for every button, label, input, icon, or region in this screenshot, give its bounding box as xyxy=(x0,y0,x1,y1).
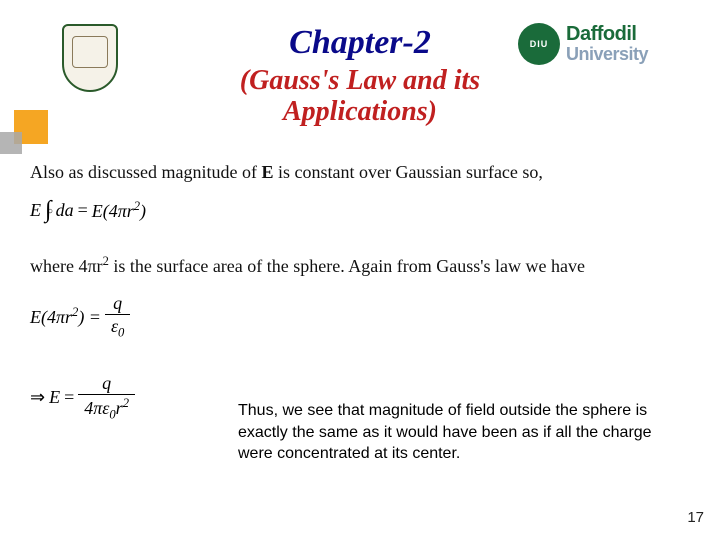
para1-E: E xyxy=(261,162,273,182)
slide: DIU Daffodil University Chapter-2 (Gauss… xyxy=(0,0,720,540)
closed-integral-icon: ∫ xyxy=(45,198,52,222)
eq2-fraction: q ε0 xyxy=(105,292,130,341)
eq2-den-eps: ε xyxy=(111,316,118,336)
paragraph-2: where 4πr2 is the surface area of the sp… xyxy=(30,254,585,277)
para1-prefix: Also as discussed magnitude of xyxy=(30,162,261,182)
eq3-den-rsup: 2 xyxy=(123,396,129,410)
eq1-E: E xyxy=(30,200,41,221)
para2-suffix: is the surface area of the sphere. Again… xyxy=(109,256,585,276)
paragraph-1: Also as discussed magnitude of E is cons… xyxy=(30,162,543,183)
para2-prefix: where 4πr xyxy=(30,256,103,276)
eq3-den-r: r xyxy=(116,398,123,418)
eq3-num: q xyxy=(96,372,117,394)
eq1-rhs: E(4πr xyxy=(92,201,134,221)
eq1-equals: = xyxy=(78,200,88,221)
eq1-da: da xyxy=(56,200,74,221)
implies-icon: ⇒ xyxy=(30,387,45,408)
eq1-rhs-close: ) xyxy=(140,201,146,221)
equation-1: E ∫ da = E(4πr2) xyxy=(30,198,146,222)
eq2-lhs: E(4πr xyxy=(30,307,72,327)
eq3-equals: = xyxy=(64,387,74,408)
equation-3: ⇒ E = q 4πε0r2 xyxy=(30,372,135,423)
eq2-num: q xyxy=(107,292,128,314)
eq3-den-4pe: 4πε xyxy=(84,398,109,418)
eq3-E: E xyxy=(49,387,60,408)
equation-2: E(4πr2) = q ε0 xyxy=(30,292,130,341)
page-number: 17 xyxy=(687,509,704,526)
eq2-lhs-close: ) = xyxy=(78,307,101,327)
chapter-title: Chapter-2 xyxy=(0,24,720,62)
subtitle-line2: Applications) xyxy=(283,96,437,127)
eq3-fraction: q 4πε0r2 xyxy=(78,372,135,423)
conclusion-text: Thus, we see that magnitude of field out… xyxy=(238,400,658,465)
para1-suffix: is constant over Gaussian surface so, xyxy=(273,162,542,182)
eq2-den-sub: 0 xyxy=(118,326,124,340)
subtitle-line1: (Gauss's Law and its xyxy=(240,65,480,96)
chapter-subtitle: (Gauss's Law and its Applications) xyxy=(0,66,720,128)
